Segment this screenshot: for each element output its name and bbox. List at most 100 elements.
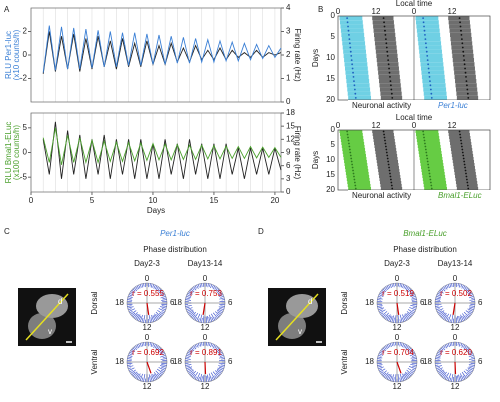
actogram-dot [354,187,357,190]
phase-spike [409,291,414,295]
phase-spike [210,343,213,348]
phase-spike [130,310,137,315]
phase-spike [156,287,161,292]
actogram-dot [464,67,466,70]
actogram-dot [348,145,351,148]
actogram-color [422,175,446,178]
phase-label: 0 [395,333,400,342]
phase-spike [160,358,167,360]
actogram-color [340,139,364,142]
actogram-color [348,95,371,100]
y-tick-label: 0 [331,125,336,134]
actogram-dot [348,142,350,145]
phase-spike [410,356,417,359]
phase-spike [393,317,395,323]
column-label: Day2-3 [384,259,410,268]
actogram-dot [387,59,390,61]
actogram-dot [351,63,354,66]
phase-spike [469,294,474,297]
phase-spike [467,350,472,354]
phase-spike [438,369,444,374]
phase-spike [447,373,452,381]
actogram-color [346,178,370,181]
row-label: Dorsal [90,291,99,314]
phase-spike [401,375,405,381]
phase-spike [127,358,132,360]
phase-spike [380,371,384,374]
phase-spike [188,350,193,354]
y-tick-label: 2 [23,27,28,36]
actogram-dot [424,142,426,145]
phase-spike [471,356,475,359]
phase-spike [211,343,214,347]
phase-spike [197,318,200,322]
phase-spike [194,285,197,289]
phase-spike [388,315,392,322]
phase-spike [139,343,142,347]
phase-spike [219,297,225,300]
actogram-dot [463,59,466,61]
r-value: r = 0.519 [382,289,414,298]
actogram-color [418,148,442,151]
actogram-dot [459,133,461,136]
phase-spike [189,348,193,352]
phase-spike [187,292,192,296]
phase-spike [467,351,473,355]
phase-spike [158,348,163,353]
phase-spike [407,372,412,377]
actogram-dot [427,163,430,166]
actogram-dot [424,34,426,36]
phase-spike [391,315,394,323]
phase-spike [185,365,190,368]
actogram-dot [423,139,426,142]
actogram-color [344,66,368,71]
actogram-color [419,157,443,160]
phase-spike [153,372,159,379]
phase-spike [160,295,166,299]
phase-spike [435,300,441,303]
r-value: r = 0.704 [382,348,414,357]
phase-spike [394,315,397,323]
phase-spike [408,350,414,354]
phase-spike [435,299,441,301]
phase-spike [158,289,163,294]
actogram-color [416,139,440,142]
panel-label: B [318,5,323,14]
phase-spike [128,353,133,356]
actogram-color [423,184,447,187]
row-label: Ventral [340,349,349,374]
phase-spike [409,311,414,315]
phase-spike [456,315,459,323]
phase-spike [131,289,136,294]
y2-tick-label: 6 [286,161,291,170]
tissue [36,294,68,318]
phase-label: 18 [365,298,374,307]
r-value: r = 0.555 [132,289,164,298]
phase-spike [218,353,224,356]
phase-spike [209,314,213,322]
y-axis-label: Days [311,151,320,169]
polar-plot [126,282,168,324]
phase-spike [379,368,386,373]
phase-spike [189,289,193,293]
phase-spike [216,348,221,353]
actogram-color [343,154,366,157]
actogram-color [347,181,371,184]
phase-spike [435,356,441,359]
phase-spike [131,312,136,317]
actogram-dot [385,148,388,151]
phase-spike [221,299,225,301]
x-tick-label: 15 [209,196,218,205]
phase-spike [437,369,443,373]
actogram-color [417,142,441,145]
phase-spike [194,344,197,348]
phase-spike [465,347,470,352]
phase-spike [436,354,441,358]
phase-spike [458,342,461,347]
phase-spike [443,286,446,290]
phase-spike [446,317,449,322]
series-line [42,25,282,73]
phase-spike [139,314,143,322]
phase-spike [159,292,165,296]
phase-spike [435,364,439,366]
